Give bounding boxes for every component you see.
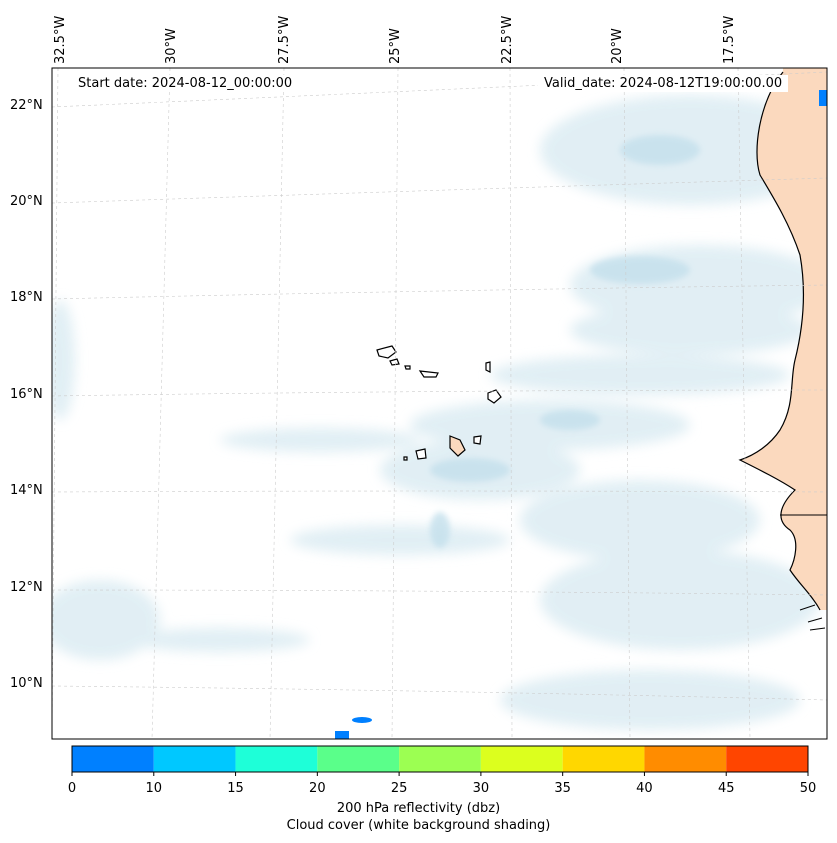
lat-label: 10°N [10, 676, 43, 691]
lat-label: 14°N [10, 483, 43, 498]
colorbar-tick-label: 15 [227, 781, 244, 796]
valid-date-label: Valid_date: 2024-08-12T19:00:00.00 [538, 75, 788, 92]
colorbar-swatch [726, 746, 808, 772]
colorbar-tick-label: 45 [718, 781, 735, 796]
map-canvas [0, 0, 837, 843]
lat-label: 12°N [10, 580, 43, 595]
lon-label: 17.5°W [722, 16, 737, 64]
lon-label: 30°W [164, 28, 179, 64]
colorbar-swatch [154, 746, 236, 772]
colorbar-swatch [317, 746, 399, 772]
reflectivity-patch [819, 90, 827, 106]
lon-label: 20°W [610, 28, 625, 64]
colorbar-swatch [72, 746, 154, 772]
colorbar [72, 746, 808, 776]
start-date-label: Start date: 2024-08-12_00:00:00 [72, 75, 298, 92]
colorbar-tick-label: 25 [391, 781, 408, 796]
colorbar-swatch [399, 746, 481, 772]
colorbar-tick-label: 35 [554, 781, 571, 796]
colorbar-tick-label: 40 [636, 781, 653, 796]
lat-label: 16°N [10, 387, 43, 402]
colorbar-swatch [481, 746, 563, 772]
lon-label: 22.5°W [500, 16, 515, 64]
colorbar-tick-label: 50 [800, 781, 817, 796]
colorbar-tick-label: 10 [145, 781, 162, 796]
colorbar-swatch [644, 746, 726, 772]
colorbar-sublabel: Cloud cover (white background shading) [0, 818, 837, 833]
lon-label: 27.5°W [277, 16, 292, 64]
colorbar-tick-label: 20 [309, 781, 326, 796]
colorbar-tick-label: 0 [68, 781, 76, 796]
colorbar-swatch [563, 746, 645, 772]
map-figure: Start date: 2024-08-12_00:00:00 Valid_da… [0, 0, 837, 843]
lat-label: 18°N [10, 290, 43, 305]
colorbar-tick-label: 30 [473, 781, 490, 796]
reflectivity-patch [352, 717, 372, 723]
lon-label: 32.5°W [53, 16, 68, 64]
reflectivity-patch [335, 731, 349, 739]
lat-label: 22°N [10, 98, 43, 113]
colorbar-label: 200 hPa reflectivity (dbz) [0, 801, 837, 816]
lon-label: 25°W [388, 28, 403, 64]
lat-label: 20°N [10, 194, 43, 209]
colorbar-swatch [236, 746, 318, 772]
